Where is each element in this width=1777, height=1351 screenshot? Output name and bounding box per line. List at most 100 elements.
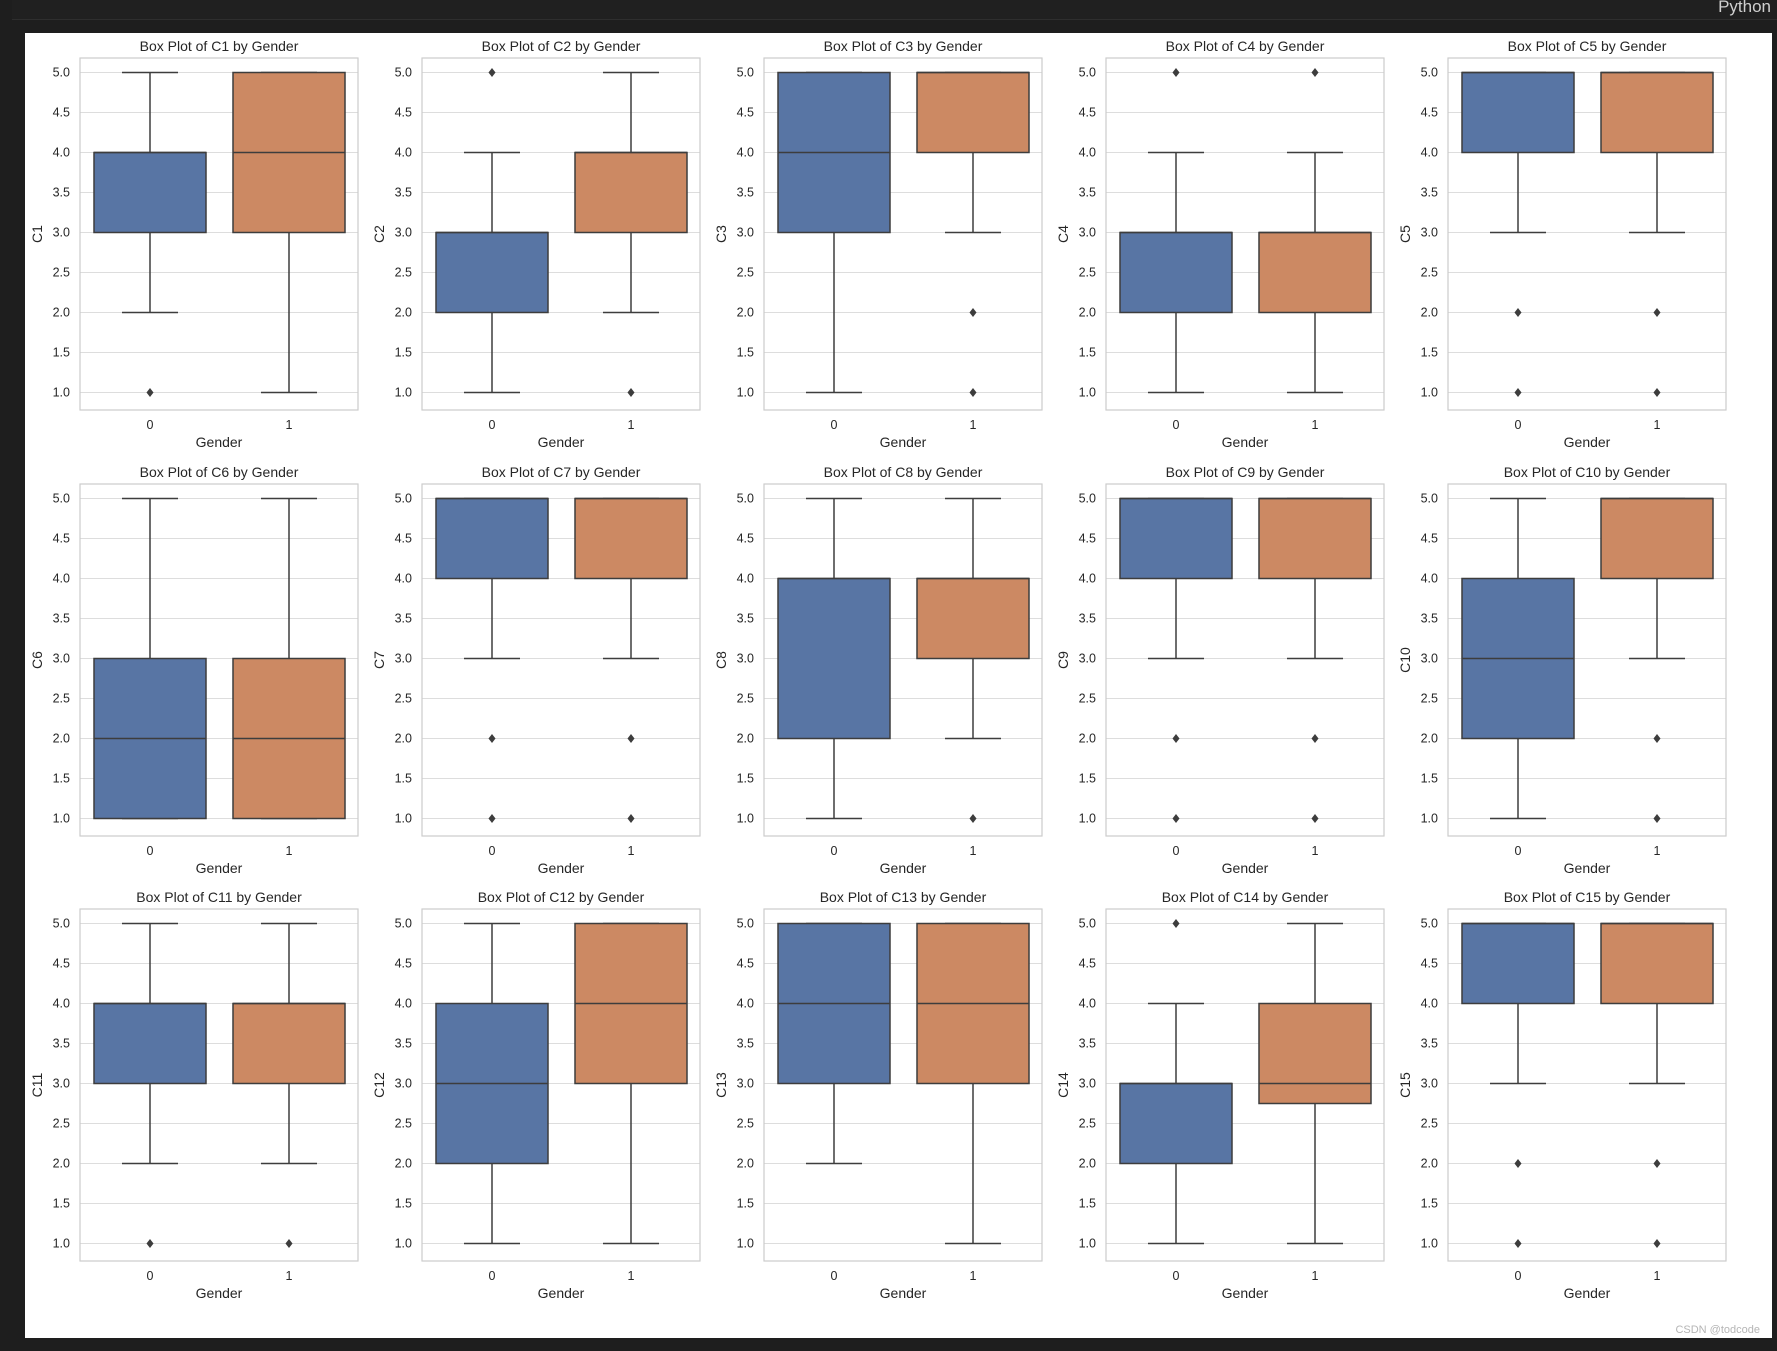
- axes-frame: [421, 57, 701, 411]
- x-axis-label: Gender: [880, 434, 927, 450]
- y-tick-label: 4.5: [737, 957, 754, 971]
- y-axis-label: C5: [1397, 225, 1413, 243]
- y-tick-label: 4.0: [737, 146, 754, 160]
- y-tick-label: 3.5: [1421, 186, 1438, 200]
- axes-frame: [1447, 483, 1727, 837]
- y-tick-label: 4.0: [53, 997, 70, 1011]
- y-tick-label: 1.5: [1079, 772, 1096, 786]
- y-tick-label: 1.0: [53, 386, 70, 400]
- x-tick-label: 1: [1654, 418, 1661, 432]
- box-gender-0: [1119, 497, 1233, 580]
- y-tick-label: 3.0: [1079, 652, 1096, 666]
- box-gender-1: [1600, 71, 1714, 154]
- chart-title: Box Plot of C4 by Gender: [1166, 38, 1325, 54]
- outlier-point: [146, 1239, 154, 1248]
- y-tick-label: 1.0: [395, 386, 412, 400]
- y-tick-label: 3.5: [1079, 186, 1096, 200]
- y-tick-label: 1.0: [737, 386, 754, 400]
- y-tick-label: 2.5: [53, 266, 70, 280]
- y-tick-label: 4.0: [1079, 146, 1096, 160]
- y-tick-label: 3.5: [1421, 612, 1438, 626]
- y-tick-label: 4.0: [53, 146, 70, 160]
- axes-frame: [79, 908, 359, 1262]
- outlier-point: [1311, 68, 1319, 77]
- boxplot-figure: 1.0 1.5 2.0 2.5 3.0 3.5 4.0 4.5 5.0 Box Plot of C…: [25, 33, 1772, 1338]
- outlier-point: [1653, 734, 1661, 743]
- box-gender-0: [777, 577, 891, 740]
- cell-language-label[interactable]: Python: [1718, 0, 1771, 16]
- y-tick-label: 3.0: [1421, 1077, 1438, 1091]
- y-tick-label: 5.0: [395, 917, 412, 931]
- outlier-point: [627, 388, 635, 397]
- box-gender-1: [1600, 497, 1714, 580]
- box-gender-0: [93, 151, 207, 234]
- y-tick-label: 2.0: [1421, 1157, 1438, 1171]
- y-tick-label: 4.0: [737, 997, 754, 1011]
- y-tick-label: 1.5: [1079, 1197, 1096, 1211]
- y-tick-label: 4.0: [1421, 997, 1438, 1011]
- x-tick-label: 1: [628, 418, 635, 432]
- y-tick-label: 4.5: [1421, 106, 1438, 120]
- x-axis-label: Gender: [880, 860, 927, 876]
- outlier-point: [1514, 1239, 1522, 1248]
- y-tick-label: 3.5: [737, 1037, 754, 1051]
- y-tick-label: 1.0: [1079, 1237, 1096, 1251]
- outlier-point: [285, 1239, 293, 1248]
- y-tick-label: 2.5: [737, 1117, 754, 1131]
- y-tick-label: 3.0: [1079, 226, 1096, 240]
- y-tick-label: 4.0: [53, 572, 70, 586]
- y-axis-label: C7: [371, 651, 387, 669]
- axes-frame: [79, 483, 359, 837]
- box-gender-0: [93, 1002, 207, 1085]
- y-tick-label: 1.5: [395, 1197, 412, 1211]
- y-tick-label: 3.5: [53, 612, 70, 626]
- box-gender-0: [1119, 231, 1233, 314]
- y-tick-label: 3.0: [53, 652, 70, 666]
- y-tick-label: 4.5: [1421, 957, 1438, 971]
- y-tick-label: 4.5: [1079, 957, 1096, 971]
- y-axis-label: C10: [1397, 647, 1413, 673]
- y-tick-label: 4.5: [53, 106, 70, 120]
- y-tick-label: 1.0: [53, 812, 70, 826]
- y-axis-label: C3: [713, 225, 729, 243]
- axes-frame: [1105, 908, 1385, 1262]
- notebook-cell-toolbar: Python: [12, 0, 1777, 20]
- y-tick-label: 3.0: [395, 652, 412, 666]
- x-axis-label: Gender: [1222, 860, 1269, 876]
- y-tick-label: 3.0: [53, 1077, 70, 1091]
- y-tick-label: 4.0: [1079, 997, 1096, 1011]
- y-tick-label: 3.5: [1421, 1037, 1438, 1051]
- box-gender-1: [1258, 1002, 1372, 1105]
- y-tick-label: 5.0: [737, 492, 754, 506]
- outlier-point: [969, 814, 977, 823]
- y-tick-label: 1.5: [1421, 1197, 1438, 1211]
- x-tick-label: 1: [286, 1269, 293, 1283]
- x-axis-label: Gender: [1564, 434, 1611, 450]
- y-tick-label: 2.0: [53, 306, 70, 320]
- y-tick-label: 4.5: [1079, 532, 1096, 546]
- outlier-point: [1172, 919, 1180, 928]
- outlier-point: [488, 68, 496, 77]
- y-tick-label: 1.0: [737, 1237, 754, 1251]
- watermark-text: CSDN @todcode: [1675, 1324, 1760, 1336]
- x-axis-label: Gender: [538, 860, 585, 876]
- y-tick-label: 3.5: [53, 186, 70, 200]
- chart-title: Box Plot of C12 by Gender: [478, 889, 645, 905]
- outlier-point: [1311, 814, 1319, 823]
- y-tick-label: 5.0: [737, 917, 754, 931]
- y-tick-label: 5.0: [53, 492, 70, 506]
- axes-frame: [763, 483, 1043, 837]
- box-gender-0: [1119, 1082, 1233, 1165]
- y-tick-label: 2.5: [53, 1117, 70, 1131]
- y-tick-label: 4.5: [395, 532, 412, 546]
- outlier-point: [146, 388, 154, 397]
- y-tick-label: 2.5: [395, 1117, 412, 1131]
- y-tick-label: 4.5: [53, 957, 70, 971]
- y-tick-label: 2.5: [1421, 1117, 1438, 1131]
- y-tick-label: 1.0: [1079, 386, 1096, 400]
- outlier-point: [1514, 388, 1522, 397]
- box-gender-1: [574, 497, 688, 580]
- x-tick-label: 1: [970, 1269, 977, 1283]
- x-tick-label: 0: [489, 844, 496, 858]
- y-tick-label: 4.0: [1421, 146, 1438, 160]
